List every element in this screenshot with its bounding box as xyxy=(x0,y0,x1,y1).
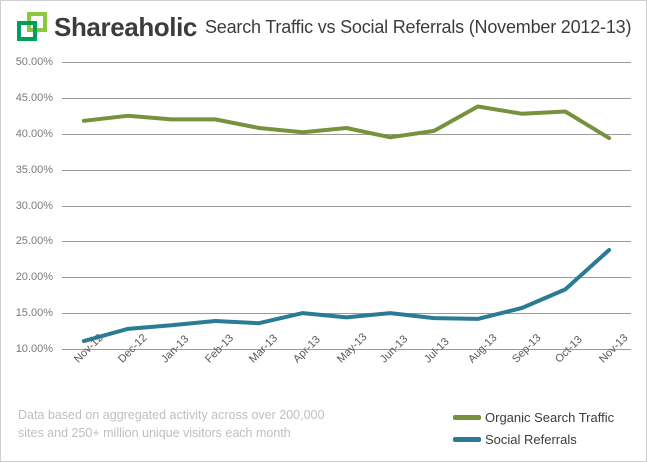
footer-note-line-1: Data based on aggregated activity across… xyxy=(18,408,325,422)
gridline xyxy=(62,313,631,314)
legend-label: Organic Search Traffic xyxy=(485,409,615,425)
y-axis: 50.00% 45.00% 40.00% 35.00% 30.00% 25.00% 20.0… xyxy=(1,53,57,363)
gridline xyxy=(62,349,631,350)
brand-name: Shareaholic xyxy=(54,12,197,42)
y-axis-tick-label: 25.00% xyxy=(15,235,53,248)
chart-legend: Organic Search Traffic Social Referrals xyxy=(453,406,638,450)
gridline xyxy=(62,277,631,278)
legend-color-swatch xyxy=(453,436,481,442)
chart-header: Shareaholic Search Traffic vs Social Ref… xyxy=(1,1,646,53)
y-axis-tick-label: 50.00% xyxy=(15,56,53,68)
footer-note-line-2: sites and 250+ million unique visitors e… xyxy=(18,426,291,440)
series-line xyxy=(81,248,612,344)
series-line xyxy=(81,104,612,141)
legend-color-swatch xyxy=(453,414,481,420)
y-axis-tick-label: 40.00% xyxy=(15,127,53,140)
gridline xyxy=(62,170,631,171)
x-axis: Nov-12 Dec-12 Jan-13 Feb-13 Mar-13 Apr-13 May-… xyxy=(62,331,631,413)
footer-note: Data based on aggregated activity across… xyxy=(18,406,358,442)
y-axis-tick-label: 10.00% xyxy=(15,343,53,355)
chart-title: Search Traffic vs Social Referrals (Nove… xyxy=(205,17,632,37)
plot-area: 50.00% 45.00% 40.00% 35.00% 30.00% 25.00% 20.0… xyxy=(1,53,646,461)
gridline xyxy=(62,206,631,207)
gridline xyxy=(62,98,631,99)
y-axis-tick-label: 30.00% xyxy=(15,199,53,212)
series-lines xyxy=(81,104,612,344)
legend-item[interactable]: Organic Search Traffic xyxy=(453,406,638,428)
y-axis-tick-label: 45.00% xyxy=(15,91,53,104)
y-axis-tick-label: 35.00% xyxy=(15,163,53,176)
legend-item[interactable]: Social Referrals xyxy=(453,428,638,450)
logo-square-dark xyxy=(17,21,37,41)
shareaholic-squares-logo-icon xyxy=(17,12,47,42)
gridline xyxy=(62,134,631,135)
legend-label: Social Referrals xyxy=(485,431,577,447)
y-axis-tick-label: 15.00% xyxy=(15,307,53,320)
gridlines xyxy=(62,53,631,353)
gridline xyxy=(62,62,631,63)
y-axis-tick-label: 20.00% xyxy=(15,271,53,284)
gridline xyxy=(62,241,631,242)
